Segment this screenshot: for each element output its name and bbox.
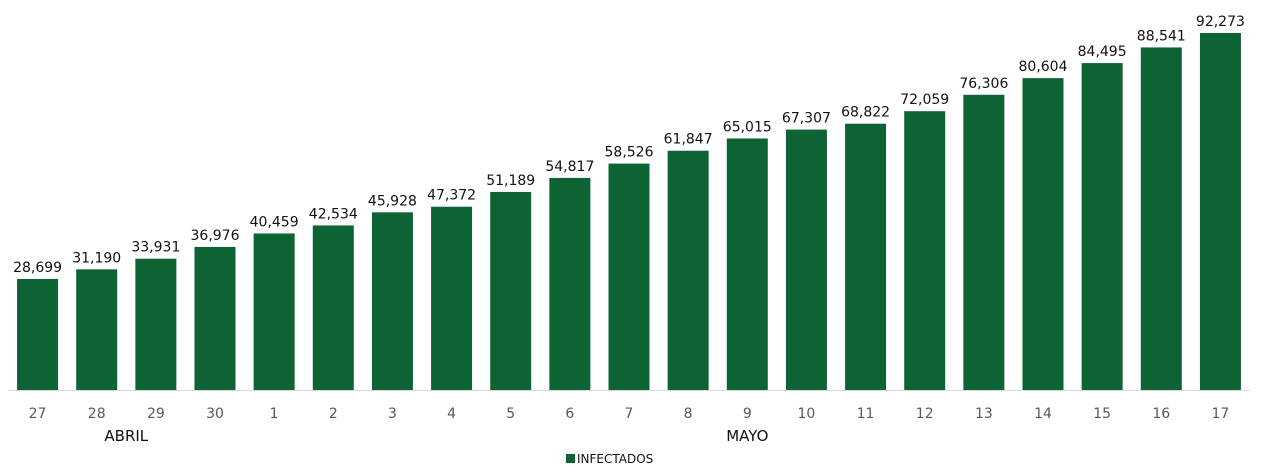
value-label-5: 51,189 [486, 173, 535, 189]
bar-3 [371, 212, 413, 390]
value-label-29: 33,931 [131, 240, 180, 256]
x-tick-label-2: 2 [329, 406, 338, 422]
bar-12 [904, 111, 946, 391]
value-label-16: 88,541 [1137, 28, 1186, 44]
value-label-1: 40,459 [250, 214, 299, 230]
x-tick-label-10: 10 [798, 406, 816, 422]
bar-5 [490, 191, 532, 390]
value-label-14: 80,604 [1019, 59, 1068, 75]
value-label-27: 28,699 [13, 260, 62, 276]
value-label-17: 92,273 [1196, 14, 1245, 30]
value-label-10: 67,307 [782, 111, 831, 127]
value-label-30: 36,976 [191, 228, 240, 244]
x-tick-label-17: 17 [1212, 406, 1230, 422]
bar-17 [1199, 33, 1241, 390]
x-tick-labels: 27 28 29 30 1 2 3 4 5 6 7 8 9 10 11 12 13 14 15 16 17 [29, 406, 1230, 422]
value-label-4: 47,372 [427, 188, 476, 204]
value-label-9: 65,015 [723, 119, 772, 135]
bar-11 [845, 123, 887, 390]
x-tick-label-7: 7 [625, 406, 634, 422]
bar-4 [431, 206, 473, 390]
bar-15 [1081, 63, 1123, 391]
x-tick-label-15: 15 [1093, 406, 1111, 422]
legend-label: INFECTADOS [577, 452, 653, 466]
bar-13 [963, 94, 1005, 390]
value-label-12: 72,059 [900, 92, 949, 108]
bar-29 [135, 258, 177, 390]
bar-9 [726, 138, 768, 390]
x-tick-label-8: 8 [684, 406, 693, 422]
x-tick-label-14: 14 [1034, 406, 1052, 422]
value-label-11: 68,822 [841, 105, 890, 121]
value-label-28: 31,190 [72, 250, 121, 266]
x-tick-label-16: 16 [1152, 406, 1170, 422]
x-tick-label-29: 29 [147, 406, 165, 422]
bar-8 [667, 150, 709, 390]
x-tick-label-12: 12 [916, 406, 934, 422]
month-label-mayo: MAYO [726, 427, 768, 445]
bar-14 [1022, 78, 1064, 391]
value-label-2: 42,534 [309, 206, 358, 222]
value-label-8: 61,847 [664, 132, 713, 148]
x-tick-label-4: 4 [447, 406, 456, 422]
x-tick-label-28: 28 [88, 406, 106, 422]
bar-6 [549, 177, 591, 390]
bars-layer [17, 33, 1241, 391]
month-group-labels: ABRIL MAYO [104, 427, 768, 445]
bar-16 [1140, 47, 1182, 390]
legend-swatch [566, 454, 575, 463]
value-label-6: 54,817 [545, 159, 594, 175]
value-labels-layer: 28,699 31,190 33,931 36,976 40,459 42,534 45,9… [13, 14, 1245, 276]
x-tick-label-11: 11 [857, 406, 875, 422]
bar-2 [312, 225, 354, 390]
x-tick-label-13: 13 [975, 406, 993, 422]
bar-10 [785, 129, 827, 390]
x-tick-label-6: 6 [565, 406, 574, 422]
bar-7 [608, 163, 650, 390]
value-label-15: 84,495 [1078, 44, 1127, 60]
x-tick-label-27: 27 [29, 406, 47, 422]
value-label-3: 45,928 [368, 193, 417, 209]
value-label-7: 58,526 [605, 145, 654, 161]
legend: INFECTADOS [566, 452, 653, 466]
bar-28 [76, 269, 118, 390]
bar-27 [17, 278, 59, 390]
bar-30 [194, 246, 236, 390]
x-tick-label-3: 3 [388, 406, 397, 422]
x-tick-label-5: 5 [506, 406, 515, 422]
x-tick-label-30: 30 [206, 406, 224, 422]
bar-1 [253, 233, 295, 390]
x-tick-label-9: 9 [743, 406, 752, 422]
x-tick-label-1: 1 [270, 406, 279, 422]
value-label-13: 76,306 [959, 76, 1008, 92]
month-label-abril: ABRIL [104, 427, 148, 445]
